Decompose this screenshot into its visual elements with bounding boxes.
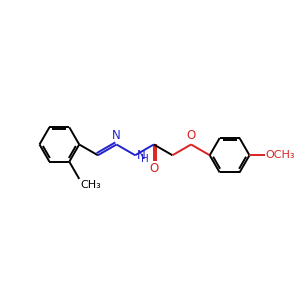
Text: OCH₃: OCH₃ [266, 150, 295, 160]
Text: N: N [136, 149, 145, 162]
Text: O: O [187, 129, 196, 142]
Text: N: N [112, 129, 121, 142]
Text: O: O [149, 162, 158, 175]
Text: H: H [141, 154, 149, 164]
Text: CH₃: CH₃ [81, 180, 101, 190]
